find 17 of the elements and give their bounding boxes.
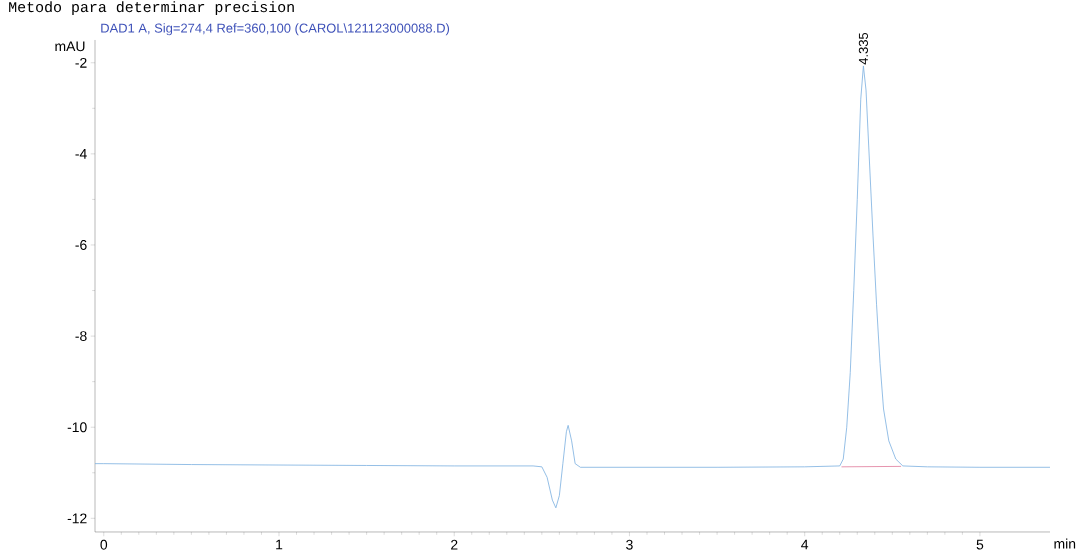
x-tick-label: 5 (976, 539, 984, 550)
y-tick-label: -12 (67, 513, 87, 524)
y-tick-label: -6 (75, 240, 87, 250)
x-axis-title: min (1054, 538, 1076, 549)
x-tick-label: 3 (626, 539, 633, 550)
y-tick-label: -4 (75, 149, 87, 159)
x-tick-label: 2 (451, 539, 458, 550)
y-tick-label: -2 (75, 57, 87, 68)
chart-subtitle: DAD1 A, Sig=274,4 Ref=360,100 (CAROL\121123000088.D) (101, 23, 450, 36)
annotation: 4.335 (858, 32, 868, 65)
x-tick-label: 4 (801, 539, 809, 550)
y-tick-label: -10 (67, 422, 87, 433)
y-axis-title: mAU (55, 41, 85, 52)
x-tick-label: 1 (276, 539, 283, 550)
y-tick-label: -8 (75, 331, 87, 342)
x-tick-label: 0 (100, 539, 108, 550)
chart-title: Metodo para determinar precision (9, 1, 294, 16)
